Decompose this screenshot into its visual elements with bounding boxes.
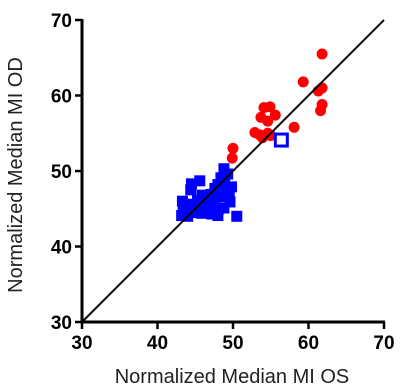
data-point-blue-square <box>205 188 217 200</box>
x-tick-label: 60 <box>298 333 319 354</box>
x-axis-title: Normalized Median MI OS <box>115 366 350 388</box>
y-tick-label: 40 <box>51 238 72 259</box>
data-point-blue-square <box>222 168 234 180</box>
data-point-red-circle <box>256 132 268 144</box>
data-point-blue-square <box>206 208 218 220</box>
data-point-blue-square <box>224 196 236 208</box>
data-point-red-circle <box>316 48 328 60</box>
data-point-open-square <box>273 132 289 148</box>
x-tick-label: 70 <box>373 333 394 354</box>
data-point-red-circle <box>269 109 281 121</box>
tick-labels: 30 40 50 60 70 30 40 50 60 70 <box>51 11 395 354</box>
data-point-red-circle <box>265 130 277 142</box>
data-point-blue-square <box>212 210 224 222</box>
data-point-blue-square <box>196 198 208 210</box>
data-point-red-circle <box>312 85 324 97</box>
x-tick-label: 40 <box>147 333 168 354</box>
y-tick-label: 30 <box>51 313 72 334</box>
identity-reference-line <box>81 19 385 323</box>
axes <box>75 18 386 329</box>
data-point-red-circle <box>264 101 276 113</box>
y-tick-label: 50 <box>51 162 72 183</box>
data-point-red-circle <box>262 115 274 127</box>
data-point-blue-square <box>176 210 188 222</box>
data-point-blue-square <box>219 179 231 191</box>
y-tick-label: 60 <box>51 87 72 108</box>
data-point-blue-square <box>194 175 206 187</box>
data-point-red-circle <box>227 142 239 154</box>
x-tick-label: 30 <box>71 333 92 354</box>
data-point-blue-square <box>218 202 230 214</box>
points-layer <box>176 48 328 222</box>
data-point-red-circle <box>297 76 309 88</box>
data-point-red-circle <box>288 121 300 133</box>
y-axis-title: Normalized Median MI OD <box>5 57 27 293</box>
data-point-blue-square <box>214 191 226 203</box>
data-point-blue-square <box>215 172 227 184</box>
data-point-blue-square <box>185 178 197 190</box>
data-point-blue-square <box>223 189 235 201</box>
data-point-blue-square <box>231 210 243 222</box>
x-tick-label: 50 <box>222 333 243 354</box>
data-point-red-circle <box>226 152 238 164</box>
data-point-blue-square <box>185 184 197 196</box>
data-point-red-circle <box>315 105 327 117</box>
y-tick-label: 70 <box>51 11 72 32</box>
